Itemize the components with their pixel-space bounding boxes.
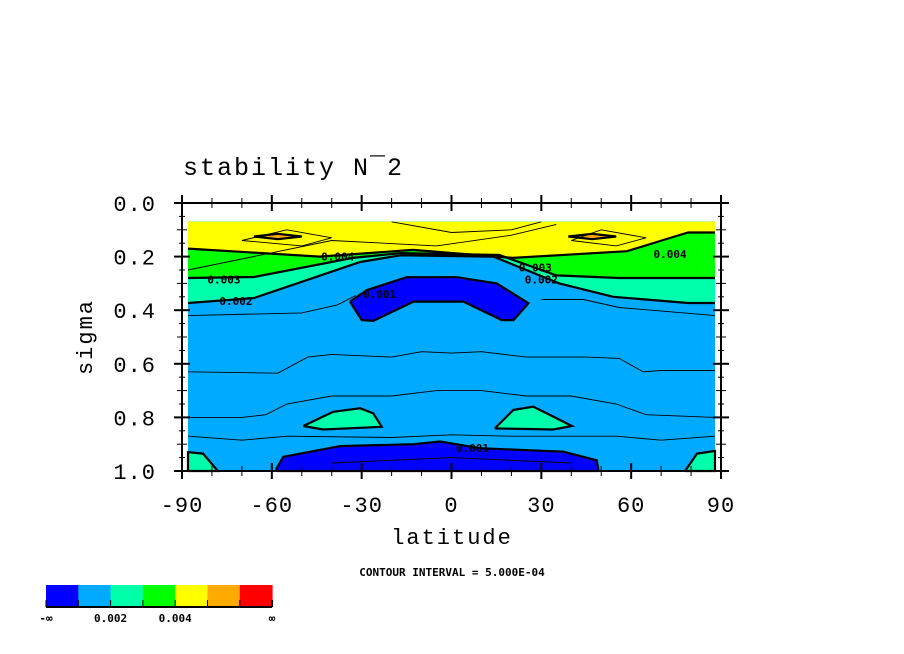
contour-fill-teal-blob-left [303, 408, 382, 430]
contour-line-thin [187, 223, 557, 271]
x-tick-label: 0 [444, 494, 458, 519]
axes: -90 -60 -30 0 30 60 90 0.0 0.2 0.4 0.6 0.8 1.0 [113, 193, 735, 519]
contour-line-thin [187, 434, 716, 441]
contour-line-above-0.003 [187, 251, 715, 280]
y-tick-label: 0.2 [113, 247, 156, 272]
x-tick-label: -30 [340, 494, 383, 519]
contour-line-thin [571, 229, 647, 247]
contour-fill-teal-blob-right [494, 406, 572, 430]
contour-fill-teal-corner-right [685, 450, 715, 471]
contour-line-orange-blob-left [253, 232, 302, 241]
contour-fill-above-0.004 [188, 221, 715, 258]
contour-line-thin [187, 351, 715, 374]
colorbar-swatch [239, 585, 273, 607]
y-axis-label: sigma [74, 299, 99, 375]
x-axis-label: latitude [391, 526, 513, 551]
contour-label: 0.003 [519, 261, 552, 274]
x-tick-label: 30 [527, 494, 555, 519]
colorbar-swatch [78, 585, 112, 607]
contour-line-thin [187, 295, 356, 317]
chart-title: stability N¯2 [183, 153, 404, 183]
colorbar: -∞ 0.002 0.004 ∞ [39, 585, 276, 625]
contour-label: 0.004 [654, 248, 687, 261]
contour-line-thin [331, 457, 572, 464]
contour-lines [186, 221, 717, 473]
contour-label: 0.001 [456, 442, 489, 455]
contour-fill-teal-corner-left [188, 452, 218, 471]
y-tick-label: 0.6 [113, 354, 156, 379]
contour-line-thin [188, 390, 716, 418]
contour-label: 0.001 [363, 288, 396, 301]
contour-line-teal-blob-left [302, 407, 384, 431]
contour-fills [187, 221, 716, 471]
y-tick-label: 0.0 [113, 193, 156, 218]
contour-line-thin [391, 221, 542, 233]
contour-label: 0.004 [321, 251, 354, 264]
x-tick-label: -90 [161, 494, 204, 519]
colorbar-label: -∞ [39, 612, 53, 625]
contour-line-teal-blob-right [494, 405, 576, 431]
y-tick-label: 1.0 [113, 461, 156, 486]
colorbar-label: 0.004 [159, 612, 192, 625]
colorbar-label: 0.002 [94, 612, 127, 625]
contour-label: 0.003 [207, 273, 240, 286]
colorbar-swatch [110, 585, 144, 607]
contour-line-below-0.001-lower [275, 440, 600, 473]
contour-line-below-0.001-upper [349, 276, 531, 323]
contour-interval-text: CONTOUR INTERVAL = 5.000E-04 [359, 566, 545, 579]
colorbar-swatch [46, 585, 79, 607]
colorbar-swatch [207, 585, 241, 607]
y-tick-label: 0.4 [113, 300, 156, 325]
contour-fill-below-0.001-lower [276, 441, 599, 471]
y-tick-label: 0.8 [113, 407, 156, 432]
x-tick-label: 90 [707, 494, 735, 519]
contour-label: 0.002 [525, 273, 558, 286]
x-tick-label: -60 [251, 494, 294, 519]
x-tick-label: 60 [617, 494, 645, 519]
contour-line-above-0.004 [187, 231, 715, 260]
colorbar-label: ∞ [269, 612, 276, 625]
contour-line-thin [541, 299, 716, 317]
contour-line-thin [241, 229, 332, 247]
contour-line-orange-blob-right [568, 232, 617, 241]
colorbar-swatch [142, 585, 176, 607]
contour-label: 0.002 [219, 295, 252, 308]
colorbar-swatch [175, 585, 208, 607]
